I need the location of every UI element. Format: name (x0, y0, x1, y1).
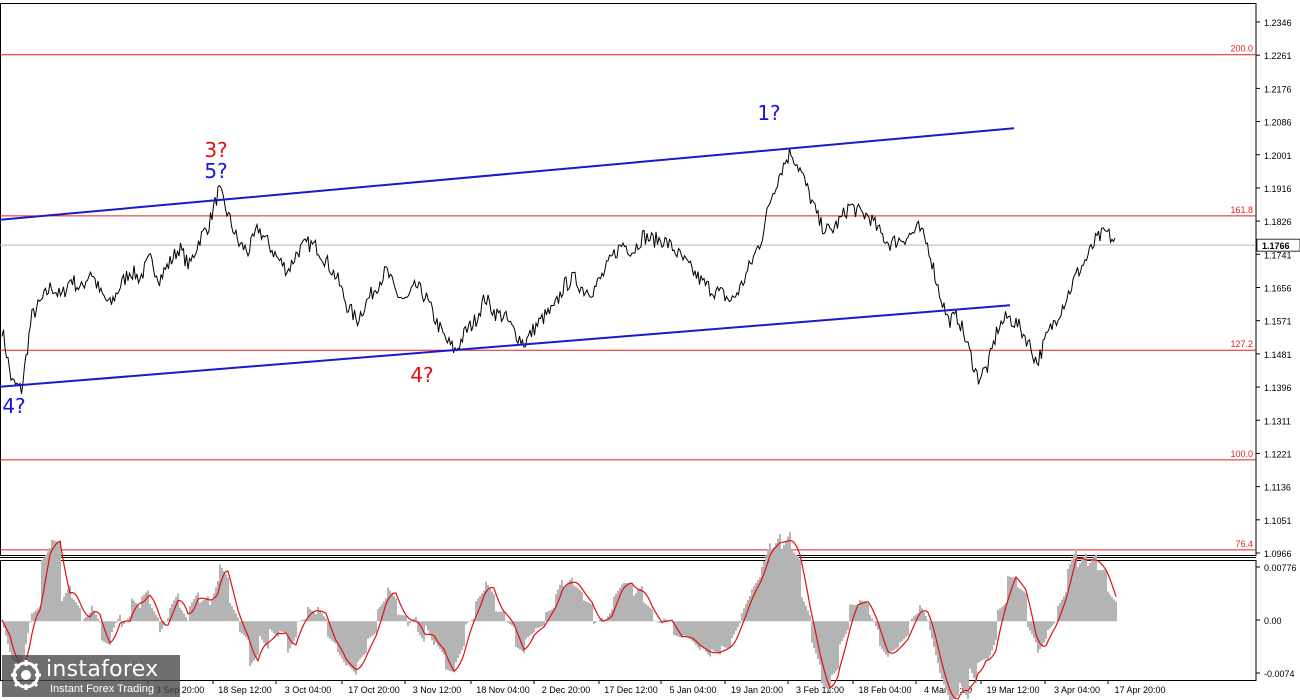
wave-label: 4? (2, 394, 25, 418)
y-tick-label: 1.2086 (1264, 118, 1292, 128)
y-tick-label: 1.1571 (1264, 317, 1292, 327)
x-tick-label: 3 Sep 20:00 (156, 685, 205, 695)
y-tick-label: 1.2176 (1264, 84, 1292, 94)
x-tick-label: 18 Sep 12:00 (218, 685, 272, 695)
x-tick-label: 19 Jan 20:00 (731, 685, 783, 695)
x-tick-label: 17 Dec 12:00 (604, 685, 658, 695)
y-tick-label: 1.2261 (1264, 51, 1292, 61)
current-price-tag (1256, 238, 1300, 252)
y-tick-label: 1.2001 (1264, 151, 1292, 161)
y-tick-label: 1.1221 (1264, 449, 1292, 459)
y-tick-label: 1.1396 (1264, 383, 1292, 393)
fib-level-label: 76.4 (1235, 539, 1253, 549)
macd-signal-line (1, 539, 1117, 700)
x-tick-label: 17 Apr 20:00 (1114, 685, 1165, 695)
x-tick-label: 19 Mar 12:00 (986, 685, 1039, 695)
current-price-label: 1.1766 (1262, 241, 1290, 251)
x-tick-label: 2 Dec 20:00 (542, 685, 591, 695)
wave-label: 1? (757, 101, 780, 125)
fib-level-label: 200.0 (1230, 44, 1253, 54)
x-tick-label: 3 Oct 04:00 (285, 685, 332, 695)
wave-label: 4? (410, 363, 433, 387)
channel-lower-line (0, 304, 1011, 388)
x-tick-label: 3 Nov 12:00 (413, 685, 462, 695)
y-tick-label: 1.1136 (1264, 483, 1291, 493)
x-tick-label: 18 Nov 04:00 (476, 685, 530, 695)
instaforex-logo: instaforex Instant Forex Trading (2, 655, 180, 697)
y-tick-label: 1.1481 (1264, 350, 1292, 360)
fib-level-label: 127.2 (1230, 339, 1253, 349)
y-tick-label: 1.1656 (1264, 284, 1292, 294)
fib-level-label: 161.8 (1230, 205, 1253, 215)
indicator-tick-label: 0.00776 (1264, 563, 1297, 573)
logo-name: instaforex (46, 657, 159, 682)
wave-label: 3? (204, 138, 227, 162)
y-tick-label: 1.1311 (1264, 416, 1291, 426)
indicator-tick-label: -0.0074 (1264, 669, 1295, 679)
x-tick-label: 17 Oct 20:00 (348, 685, 400, 695)
x-tick-label: 5 Jan 04:00 (669, 685, 716, 695)
price-series (1, 148, 1116, 394)
x-tick-label: 3 Feb 12:00 (796, 685, 844, 695)
y-tick-label: 1.1826 (1264, 217, 1292, 227)
y-tick-label: 1.2346 (1264, 18, 1292, 28)
y-tick-label: 1.0966 (1264, 549, 1292, 559)
x-tick-label: 18 Feb 04:00 (858, 685, 911, 695)
wave-label: 5? (204, 159, 227, 183)
y-tick-label: 1.1051 (1264, 516, 1292, 526)
fib-level-label: 100.0 (1230, 449, 1253, 459)
channel-upper-line (0, 127, 1015, 221)
indicator-tick-label: 0.00 (1264, 616, 1282, 626)
y-tick-label: 1.1741 (1264, 250, 1292, 260)
price-pane-frame (0, 3, 1257, 556)
logo-tagline: Instant Forex Trading (50, 683, 154, 695)
y-tick-label: 1.1916 (1264, 184, 1292, 194)
instaforex-logo-icon (11, 660, 41, 690)
x-tick-label: 3 Apr 04:00 (1054, 685, 1100, 695)
